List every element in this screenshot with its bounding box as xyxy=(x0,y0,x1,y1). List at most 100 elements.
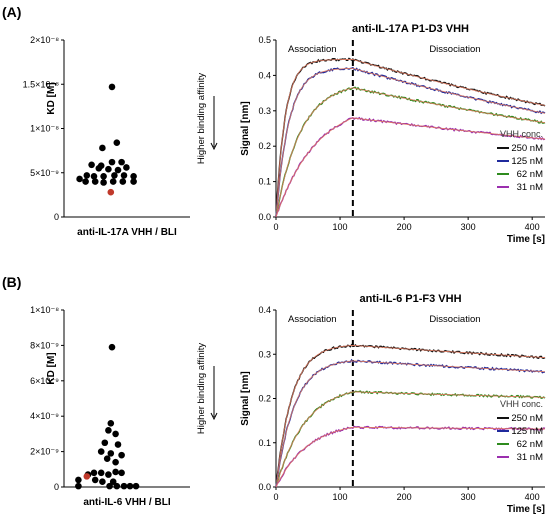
binding-curve-a: anti-IL-17A P1-D3 VHH 0.0 0.1 0.2 0.3 0.4 0.5 0… xyxy=(240,23,546,245)
data-point xyxy=(103,455,111,462)
data-point xyxy=(91,178,99,185)
y-tick-label: 0.3 xyxy=(258,106,271,116)
x-tick-label: 100 xyxy=(333,222,348,232)
highlight-data-point xyxy=(83,473,91,480)
legend-title: VHH conc. xyxy=(500,129,543,139)
chart-title: anti-IL-17A P1-D3 VHH xyxy=(352,23,469,35)
legend-entry: 250 nM xyxy=(511,143,543,154)
data-point xyxy=(100,179,107,186)
y-tick-label: 1×10⁻⁸ xyxy=(30,124,59,134)
data-point xyxy=(118,469,125,477)
data-point xyxy=(76,175,83,183)
y-tick-label: 0.2 xyxy=(258,141,271,151)
legend-entry: 31 nM xyxy=(517,452,543,463)
y-tick-label: 0.1 xyxy=(258,438,271,448)
data-point xyxy=(108,343,116,351)
data-point xyxy=(108,158,116,166)
y-tick-label: 0.1 xyxy=(258,177,271,187)
data-point xyxy=(107,450,115,457)
data-point xyxy=(82,178,89,185)
x-axis-title: Time [s] xyxy=(507,504,545,515)
legend-entry: 125 nM xyxy=(511,426,543,437)
y-axis-title: Signal [nm] xyxy=(240,371,251,425)
data-point xyxy=(75,476,82,484)
data-point xyxy=(114,166,122,174)
data-point xyxy=(120,172,128,179)
series-trace xyxy=(275,343,546,487)
affinity-annotation: Higher binding affinity xyxy=(196,343,207,434)
chart-title: anti-IL-6 P1-F3 VHH xyxy=(359,293,461,305)
x-tick-label: 200 xyxy=(397,222,412,232)
data-point xyxy=(113,482,121,490)
x-tick-label: 300 xyxy=(461,222,476,232)
y-tick-label: 4×10⁻⁹ xyxy=(30,411,59,421)
x-tick-label: 0 xyxy=(273,492,278,502)
y-tick-label: 1.5×10⁻⁸ xyxy=(23,79,60,89)
x-tick-label: 400 xyxy=(525,222,540,232)
x-axis-title: Time [s] xyxy=(507,234,545,245)
data-point xyxy=(101,439,109,447)
data-point xyxy=(109,178,117,185)
y-tick-label: 2×10⁻⁸ xyxy=(30,35,59,45)
data-point xyxy=(88,161,95,169)
data-point xyxy=(118,451,125,459)
data-point xyxy=(99,144,106,152)
data-point xyxy=(120,482,128,490)
data-point xyxy=(105,165,112,173)
data-point xyxy=(90,469,98,477)
y-tick-label: 6×10⁻⁹ xyxy=(30,376,59,386)
x-axis-title: anti-IL-17A VHH / BLI xyxy=(77,227,177,238)
data-point xyxy=(118,158,125,166)
data-point xyxy=(112,468,119,476)
series-fit xyxy=(275,117,546,218)
legend-entry: 125 nM xyxy=(511,156,543,167)
y-tick-label: 5×10⁻⁹ xyxy=(30,168,59,178)
association-label: Association xyxy=(288,314,337,325)
data-point xyxy=(109,478,117,485)
y-tick-label: 0 xyxy=(54,482,59,492)
series-fit xyxy=(275,87,546,218)
series-trace xyxy=(275,358,545,488)
binding-curve-b: anti-IL-6 P1-F3 VHH 0.0 0.1 0.2 0.3 0.4 0 100 20… xyxy=(240,293,546,515)
data-point xyxy=(100,172,107,180)
data-point xyxy=(126,482,134,490)
series-fit xyxy=(275,67,546,218)
data-point xyxy=(105,471,112,478)
series-fit xyxy=(275,59,546,218)
x-tick-label: 300 xyxy=(461,492,476,502)
data-point xyxy=(107,419,115,427)
x-tick-label: 400 xyxy=(525,492,540,502)
y-tick-label: 0.4 xyxy=(258,70,271,80)
legend-entry: 62 nM xyxy=(517,169,543,180)
series-fit xyxy=(275,344,546,488)
data-point xyxy=(91,476,99,484)
legend-entry: 62 nM xyxy=(517,439,543,450)
series-fit xyxy=(275,426,545,488)
data-point xyxy=(130,178,137,185)
y-axis-title: KD [M] xyxy=(46,82,57,114)
y-axis-title: Signal [nm] xyxy=(240,101,251,155)
data-point xyxy=(112,458,119,466)
data-point xyxy=(99,478,106,485)
data-point xyxy=(106,482,113,490)
y-tick-label: 0.3 xyxy=(258,349,271,359)
dissociation-label: Dissociation xyxy=(429,314,480,325)
legend-entry: 250 nM xyxy=(511,413,543,424)
dissociation-label: Dissociation xyxy=(429,44,480,55)
data-point xyxy=(108,83,116,91)
x-tick-label: 200 xyxy=(397,492,412,502)
data-point xyxy=(113,139,121,146)
affinity-arrowhead xyxy=(210,412,218,421)
data-point xyxy=(130,172,137,180)
y-tick-label: 0.5 xyxy=(258,35,271,45)
data-point xyxy=(123,164,130,171)
association-label: Association xyxy=(288,44,337,55)
legend-entry: 31 nM xyxy=(517,182,543,193)
y-axis-title: KD [M] xyxy=(46,352,57,384)
legend-title: VHH conc. xyxy=(500,399,543,409)
x-tick-label: 0 xyxy=(273,222,278,232)
y-tick-label: 8×10⁻⁹ xyxy=(30,340,59,350)
y-tick-label: 0.2 xyxy=(258,394,271,404)
data-point xyxy=(119,178,127,185)
